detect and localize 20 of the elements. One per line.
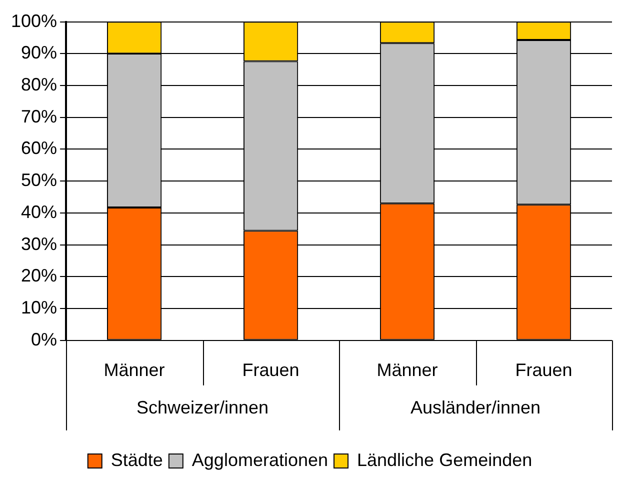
text: Schweizer/innen (136, 397, 269, 418)
text: Ausländer/innen (410, 397, 541, 418)
legend-label: Ländliche Gemeinden (357, 450, 532, 470)
x-tick-label: Männer (104, 360, 165, 380)
y-tick-label: 80% (21, 74, 58, 94)
y-tick-label: 70% (21, 106, 58, 126)
y-tick-label: 30% (21, 234, 58, 254)
y-tick-label: 60% (21, 138, 58, 158)
y-tick-label: 100% (10, 10, 58, 31)
y-tick-label: 0% (31, 329, 58, 350)
x-tick-label: Männer (376, 360, 438, 380)
y-tick-label: 20% (21, 266, 58, 286)
x-tick-label: Frauen (242, 360, 300, 380)
y-tick-label: 10% (21, 298, 58, 318)
x-tick-label: Frauen (515, 360, 572, 380)
y-tick-label: 90% (21, 42, 58, 63)
legend-label: Städte (110, 450, 163, 470)
legend-label: Agglomerationen (192, 450, 328, 470)
y-tick-label: 50% (21, 170, 58, 190)
y-tick-label: 40% (21, 202, 58, 222)
